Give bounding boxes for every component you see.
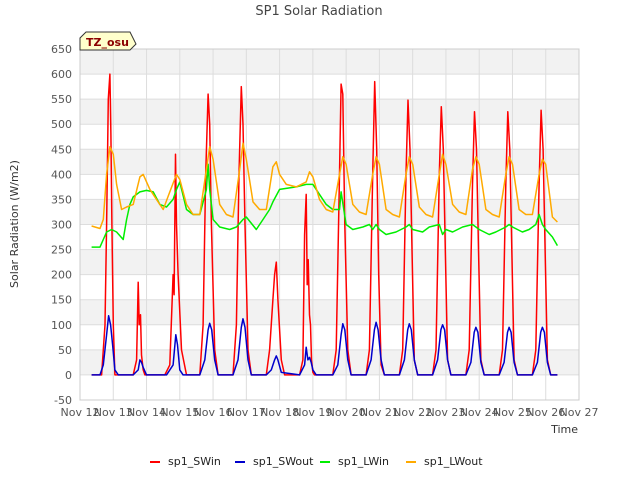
x-tick-label: Nov 24 <box>460 406 499 419</box>
y-tick-label: 350 <box>51 193 72 206</box>
plot-band <box>80 324 579 350</box>
series-line-sp1_SWout <box>91 315 558 376</box>
plot-band <box>80 349 579 375</box>
y-tick-label: 200 <box>51 269 72 282</box>
legend-item-sp1_LWin: sp1_LWin <box>320 455 389 468</box>
series-layer <box>91 73 559 376</box>
y-tick-label: 550 <box>51 93 72 106</box>
x-tick-label: Nov 17 <box>227 406 266 419</box>
x-tick-label: Nov 12 <box>61 406 100 419</box>
x-tick-label: Nov 15 <box>160 406 199 419</box>
x-tick-label: Nov 26 <box>526 406 565 419</box>
y-tick-label: 400 <box>51 168 72 181</box>
x-tick-label: Nov 16 <box>194 406 233 419</box>
plot-band <box>80 249 579 275</box>
x-tick-label: Nov 13 <box>94 406 133 419</box>
y-tick-label: 0 <box>65 369 72 382</box>
y-tick-label: 600 <box>51 68 72 81</box>
x-tick-label: Nov 27 <box>560 406 599 419</box>
y-tick-label: 500 <box>51 118 72 131</box>
plot-band <box>80 274 579 300</box>
plot-band <box>80 174 579 200</box>
y-tick-label: 300 <box>51 219 72 232</box>
x-tick-label: Nov 14 <box>127 406 166 419</box>
plot-band <box>80 149 579 175</box>
timezone-badge-text: TZ_osu <box>86 36 129 49</box>
legend: sp1_SWin sp1_SWout sp1_LWin sp1_LWout <box>150 455 483 468</box>
y-tick-label: 50 <box>58 344 72 357</box>
timezone-badge-shape <box>79 31 137 51</box>
x-tick-label: Nov 21 <box>360 406 399 419</box>
legend-item-sp1_SWout: sp1_SWout <box>235 455 314 468</box>
x-tick-label: Nov 18 <box>260 406 299 419</box>
plot-band <box>80 124 579 150</box>
legend-label: sp1_LWout <box>424 455 483 468</box>
legend-label: sp1_SWin <box>168 455 221 468</box>
timezone-badge: TZ_osu <box>79 31 137 51</box>
series-line-sp1_LWout <box>91 142 558 230</box>
legend-label: sp1_LWin <box>338 455 389 468</box>
plot-band <box>80 49 579 75</box>
plot-frame <box>79 48 580 401</box>
y-tick-label: 650 <box>51 43 72 56</box>
plot-band <box>80 199 579 225</box>
plot-band <box>80 74 579 100</box>
y-tick-label: 450 <box>51 143 72 156</box>
x-tick-label: Nov 22 <box>393 406 432 419</box>
plot-background <box>80 49 579 400</box>
x-tick-label: Nov 23 <box>426 406 465 419</box>
y-tick-label: 100 <box>51 319 72 332</box>
x-tick-label: Nov 19 <box>293 406 332 419</box>
legend-item-sp1_LWout: sp1_LWout <box>406 455 483 468</box>
y-tick-label: 150 <box>51 294 72 307</box>
plot-band <box>80 374 579 400</box>
plot-band <box>80 224 579 250</box>
x-axis-label: Time <box>550 423 578 436</box>
plot-band <box>80 299 579 325</box>
chart-title: SP1 Solar Radiation <box>255 4 382 19</box>
y-tick-label: -50 <box>54 394 72 407</box>
y-axis-label: Solar Radiation (W/m2) <box>8 160 21 288</box>
legend-label: sp1_SWout <box>253 455 314 468</box>
plot-band <box>80 99 579 125</box>
legend-item-sp1_SWin: sp1_SWin <box>150 455 221 468</box>
x-tick-label: Nov 20 <box>327 406 366 419</box>
x-tick-label: Nov 25 <box>493 406 532 419</box>
y-tick-label: 250 <box>51 244 72 257</box>
y-axis-ticks: -50 0 50 100 150 200 250 300 350 400 450 500 550 600 6… <box>51 43 72 407</box>
